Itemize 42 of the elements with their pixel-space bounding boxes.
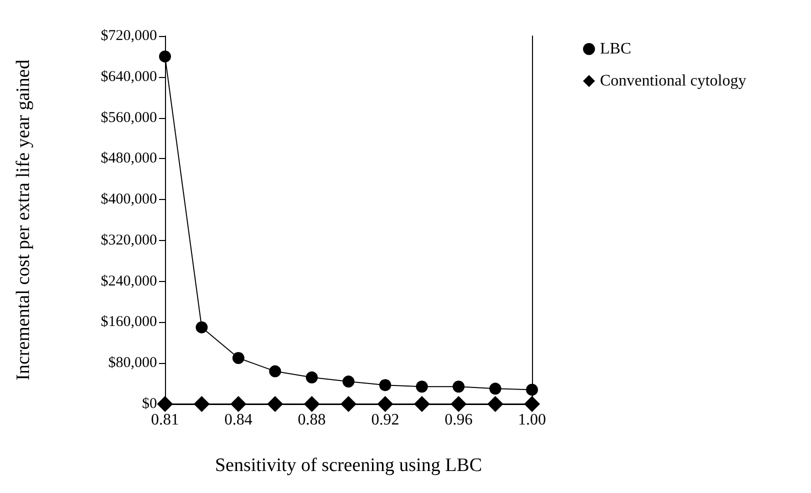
point [306,371,318,384]
x-tick-label: 0.84 [224,412,252,428]
point [230,396,246,412]
x-tick-label: 1.00 [518,412,546,428]
point [159,50,171,62]
legend-label: LBC [600,40,632,58]
y-tick-label: $240,000 [100,273,157,290]
x-tick-label: 0.81 [151,412,179,428]
x-tick-label: 0.88 [298,412,326,428]
point [487,396,504,412]
y-tick-label: $80,000 [108,355,157,372]
point [377,396,394,412]
y-tick-label: $640,000 [100,68,157,85]
point [416,380,428,393]
point [489,382,502,395]
point [194,396,210,412]
point [157,396,173,412]
y-axis-title: Incremental cost per extra life year gained [13,59,34,380]
point [379,379,392,392]
point [304,396,320,412]
point [340,396,356,412]
y-tick-label: $0 [142,396,157,412]
point [524,396,540,412]
y-tick-label: $400,000 [100,192,157,208]
y-tick-label: $560,000 [100,110,157,126]
y-tick-label: $480,000 [100,150,157,167]
y-tick-label: $720,000 [100,28,157,44]
x-axis-title: Sensitivity of screening using LBC [214,455,482,476]
point [232,352,244,364]
point [342,376,354,388]
point [452,380,465,393]
point [267,396,284,412]
x-tick-label: 0.96 [444,412,473,428]
point [450,396,467,412]
point [414,396,430,412]
y-tick-label: $320,000 [100,232,157,248]
legend-label: Conventional cytology [600,72,746,90]
point [196,321,208,334]
y-tick-label: $160,000 [100,314,157,330]
x-tick-label: 0.92 [371,412,400,428]
point [526,384,538,396]
point [269,365,282,378]
